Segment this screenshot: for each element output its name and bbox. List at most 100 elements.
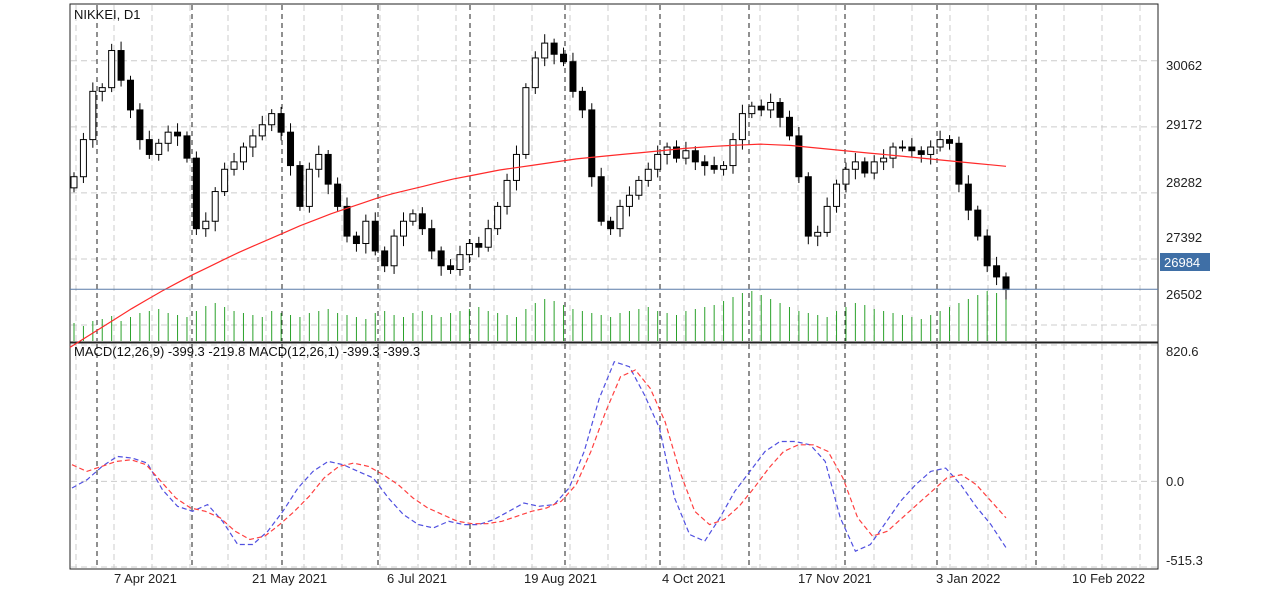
macd-main-line	[71, 360, 1007, 552]
candle-bullish	[851, 161, 859, 170]
candle-bullish	[305, 168, 313, 207]
candle-bearish	[917, 150, 925, 155]
candle-bullish	[842, 168, 850, 185]
candle-bearish	[428, 228, 436, 252]
candle-bearish	[804, 176, 812, 237]
candle-bearish	[277, 113, 285, 133]
candle-bullish	[823, 205, 831, 233]
candle-bullish	[465, 243, 473, 256]
candle-bearish	[418, 213, 426, 230]
candle-bearish	[183, 135, 191, 159]
candle-bearish	[955, 142, 963, 185]
candle-bearish	[324, 153, 332, 185]
x-tick-label: 19 Aug 2021	[524, 571, 597, 586]
candle-bullish	[70, 176, 78, 189]
x-tick-label: 6 Jul 2021	[387, 571, 447, 586]
candle-bullish	[503, 179, 511, 207]
candle-bearish	[673, 146, 681, 159]
candle-bullish	[541, 42, 549, 59]
x-tick-label: 4 Oct 2021	[662, 571, 726, 586]
candle-bullish	[531, 57, 539, 89]
price-tick-label: 30062	[1166, 58, 1202, 73]
candle-bearish	[588, 109, 596, 178]
candle-bearish	[993, 265, 1001, 278]
candle-bullish	[720, 165, 728, 170]
macd-signal-line	[71, 369, 1007, 541]
x-tick-label: 3 Jan 2022	[936, 571, 1000, 586]
candle-bearish	[371, 220, 379, 252]
macd-tick-label: 820.6	[1166, 344, 1199, 359]
candle-bullish	[729, 139, 737, 167]
x-tick-label: 10 Feb 2022	[1072, 571, 1145, 586]
candle-bearish	[174, 131, 182, 137]
candle-bullish	[230, 161, 238, 170]
candle-bearish	[1002, 276, 1010, 291]
candle-bearish	[117, 50, 125, 81]
candle-bullish	[362, 220, 370, 245]
candle-bullish	[814, 231, 822, 237]
candle-bullish	[211, 191, 219, 222]
last-price-label: 26984	[1164, 255, 1200, 270]
candle-bearish	[946, 139, 954, 144]
candle-bullish	[249, 135, 257, 148]
candle-bearish	[710, 165, 718, 170]
candle-bearish	[447, 265, 455, 270]
candle-bullish	[202, 220, 210, 230]
price-panel-frame	[69, 3, 1159, 343]
candle-bearish	[126, 79, 134, 111]
candle-bullish	[239, 146, 247, 163]
candle-bearish	[550, 42, 558, 55]
candle-bearish	[569, 61, 577, 92]
candle-bullish	[484, 228, 492, 248]
candle-bearish	[974, 209, 982, 237]
candle-bullish	[79, 139, 87, 178]
candle-bullish	[268, 113, 276, 126]
candle-bearish	[908, 146, 916, 152]
candle-bullish	[682, 150, 690, 159]
candle-bearish	[437, 250, 445, 267]
candle-bullish	[936, 139, 944, 148]
candle-bullish	[315, 153, 323, 170]
x-tick-label: 21 May 2021	[252, 571, 327, 586]
candle-bullish	[221, 168, 229, 193]
price-tick-label: 26502	[1166, 287, 1202, 302]
candle-bullish	[644, 168, 652, 181]
macd-legend: MACD(12,26,9) -399.3 -219.8 MACD(12,26,1…	[74, 344, 420, 359]
candle-bearish	[343, 205, 351, 237]
macd-tick-label: 0.0	[1166, 474, 1184, 489]
candle-bullish	[635, 179, 643, 196]
candle-bullish	[98, 87, 106, 92]
candle-bearish	[776, 101, 784, 118]
candle-bearish	[964, 183, 972, 211]
candle-bullish	[409, 213, 417, 222]
candle-bullish	[89, 90, 97, 141]
candle-bearish	[296, 165, 304, 207]
candle-bearish	[785, 116, 793, 137]
candle-bullish	[494, 205, 502, 230]
x-tick-label: 17 Nov 2021	[798, 571, 872, 586]
price-candles	[70, 34, 1010, 300]
candle-bullish	[625, 194, 633, 207]
macd-tick-label: -515.3	[1166, 553, 1203, 568]
candle-bearish	[861, 161, 869, 174]
candle-bearish	[192, 157, 200, 230]
candle-bearish	[381, 250, 389, 267]
candle-bearish	[983, 235, 991, 267]
candle-bearish	[757, 105, 765, 111]
candle-bullish	[390, 235, 398, 267]
price-tick-label: 28282	[1166, 175, 1202, 190]
chart-title: NIKKEI, D1	[74, 7, 140, 22]
candle-bearish	[607, 220, 615, 230]
candle-bullish	[898, 146, 906, 149]
candle-bearish	[701, 161, 709, 167]
macd-panel-frame	[69, 342, 1159, 570]
candle-bullish	[880, 157, 888, 163]
candle-bullish	[767, 101, 775, 111]
last-price-tag	[1160, 253, 1210, 271]
candle-bearish	[691, 150, 699, 163]
candle-bullish	[748, 105, 756, 115]
candle-bullish	[738, 113, 746, 141]
candle-bearish	[597, 176, 605, 222]
